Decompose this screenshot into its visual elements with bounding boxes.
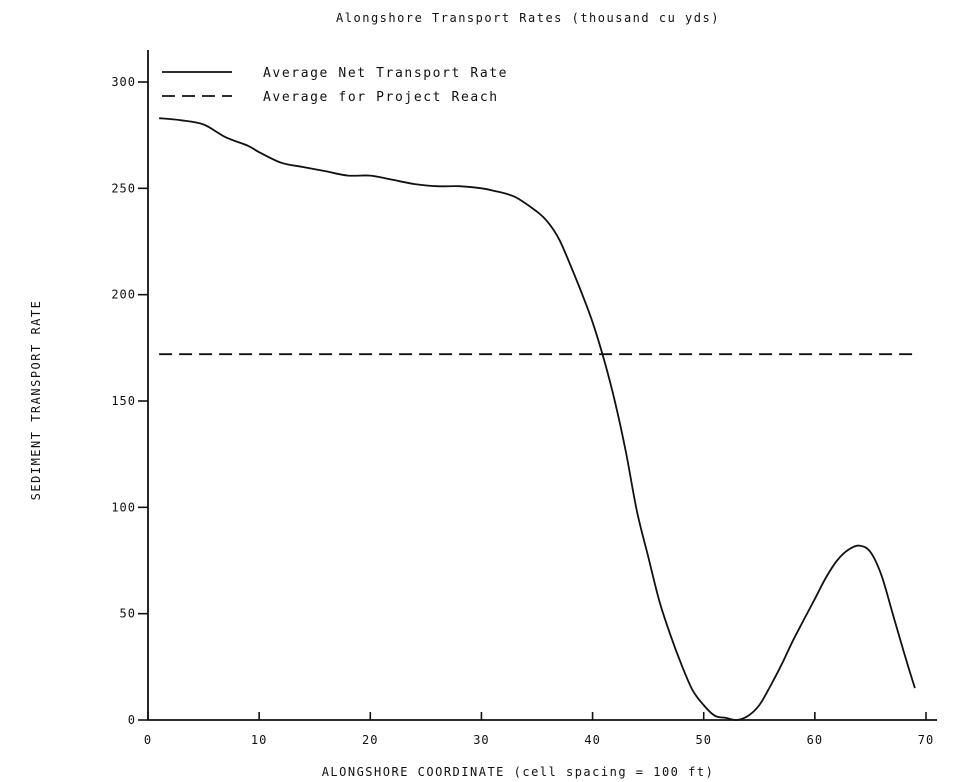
- y-tick-label: 300: [111, 75, 136, 89]
- y-tick-label: 200: [111, 288, 136, 302]
- series-layer: [159, 117, 916, 721]
- x-tick-label: 70: [918, 733, 934, 747]
- legend: Average Net Transport Rate Average for Pr…: [162, 66, 508, 105]
- legend-label: Average Net Transport Rate: [263, 66, 508, 81]
- x-tick-label: 20: [362, 733, 378, 747]
- series-line-net-transport-rate: [159, 117, 916, 721]
- x-tick-label: 0: [144, 733, 152, 747]
- legend-label: Average for Project Reach: [263, 90, 499, 105]
- y-tick-label: 0: [128, 713, 136, 727]
- y-tick-label: 100: [111, 500, 136, 514]
- x-tick-label: 40: [584, 733, 600, 747]
- x-tick-label: 30: [473, 733, 489, 747]
- x-tick-label: 60: [807, 733, 823, 747]
- y-tick-label: 250: [111, 181, 136, 195]
- x-tick-label: 50: [695, 733, 711, 747]
- x-axis-title: ALONGSHORE COORDINATE (cell spacing = 10…: [322, 765, 715, 779]
- x-ticks: 0 10 20 30 40 50 60 70: [144, 712, 934, 747]
- y-tick-label: 50: [120, 607, 136, 621]
- y-axis-title: SEDIMENT TRANSPORT RATE: [29, 300, 43, 501]
- y-tick-label: 150: [111, 394, 136, 408]
- chart-title: Alongshore Transport Rates (thousand cu …: [336, 11, 720, 25]
- y-ticks: 0 50 100 150 200 250 300: [111, 75, 148, 727]
- x-tick-label: 10: [251, 733, 267, 747]
